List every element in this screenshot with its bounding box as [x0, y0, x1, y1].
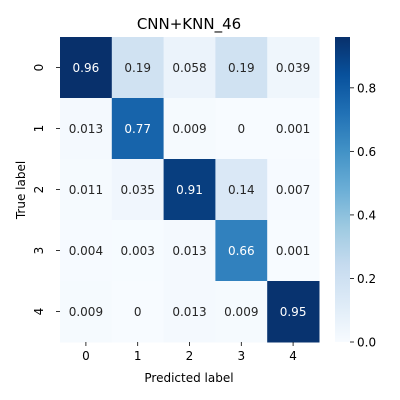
colorbar-tick-label: 0.2	[357, 272, 376, 286]
x-axis-label: Predicted label	[144, 371, 233, 385]
cell-value-label: 0	[134, 305, 142, 319]
heatmap-cell	[267, 37, 320, 99]
cell-value-label: 0.96	[73, 61, 100, 75]
cell-value-label: 0.013	[69, 122, 103, 136]
heatmap-cell	[111, 37, 165, 99]
x-tick-label: 2	[186, 349, 194, 363]
cell-value-label: 0.66	[228, 244, 255, 258]
cell-value-label: 0.009	[69, 305, 103, 319]
heatmap-cell	[111, 159, 165, 221]
colorbar-tick-label: 0.8	[357, 81, 376, 95]
heatmap-cell-labels: 0.96 0.19 0.058 0.19 0.039 0.013 0.77 0.009 0 0.0…	[69, 61, 311, 319]
heatmap-cell	[163, 37, 216, 99]
y-tick-label: 2	[32, 186, 46, 194]
heatmap-cell	[163, 98, 216, 160]
heatmap-cell	[215, 37, 268, 99]
cell-value-label: 0.91	[176, 183, 203, 197]
colorbar	[335, 37, 350, 342]
cell-value-label: 0.19	[124, 61, 151, 75]
cell-value-label: 0.035	[121, 183, 155, 197]
x-axis: 0 1 2 3 4	[82, 342, 297, 363]
heatmap-cell	[267, 159, 320, 221]
heatmap-cell	[215, 281, 268, 343]
x-tick-label: 1	[134, 349, 142, 363]
chart-title: CNN+KNN_46	[137, 15, 241, 34]
cell-value-label: 0.001	[276, 244, 310, 258]
cell-value-label: 0.058	[172, 61, 206, 75]
cell-value-label: 0.013	[172, 305, 206, 319]
heatmap-cell	[267, 220, 320, 282]
y-tick-label: 4	[32, 308, 46, 316]
heatmap-cell	[215, 220, 268, 282]
heatmap-cell	[60, 37, 113, 99]
cell-value-label: 0.19	[228, 61, 255, 75]
cell-value-label: 0.77	[124, 122, 151, 136]
x-tick-label: 4	[289, 349, 297, 363]
cell-value-label: 0.14	[228, 183, 255, 197]
heatmap-cells	[60, 37, 320, 343]
y-axis: 0 1 2 3 4	[32, 64, 60, 316]
heatmap-cell	[163, 220, 216, 282]
colorbar-tick-label: 0.6	[357, 145, 376, 159]
cell-value-label: 0.95	[280, 305, 307, 319]
colorbar-tick-label: 0.4	[357, 208, 376, 222]
cell-value-label: 0.009	[172, 122, 206, 136]
x-tick-label: 0	[82, 349, 90, 363]
cell-value-label: 0.013	[172, 244, 206, 258]
heatmap-cell	[267, 281, 320, 343]
x-tick-label: 3	[237, 349, 245, 363]
colorbar-tick-label: 0.0	[357, 336, 376, 350]
y-tick-label: 3	[32, 247, 46, 255]
heatmap-cell	[60, 159, 113, 221]
cell-value-label: 0.003	[121, 244, 155, 258]
y-tick-label: 0	[32, 64, 46, 72]
cell-value-label: 0.011	[69, 183, 103, 197]
y-axis-label: True label	[14, 161, 28, 220]
cell-value-label: 0.001	[276, 122, 310, 136]
heatmap-cell	[111, 281, 165, 343]
heatmap-cell	[163, 281, 216, 343]
heatmap-cell	[163, 159, 216, 221]
heatmap-cell	[111, 220, 165, 282]
heatmap-cell	[60, 281, 113, 343]
heatmap-cell	[111, 98, 165, 160]
cell-value-label: 0	[237, 122, 245, 136]
cell-value-label: 0.004	[69, 244, 103, 258]
colorbar-axis: 0.0 0.2 0.4 0.6 0.8	[350, 81, 376, 350]
y-tick-label: 1	[32, 125, 46, 133]
heatmap-cell	[267, 98, 320, 160]
heatmap-cell	[215, 159, 268, 221]
cell-value-label: 0.039	[276, 61, 310, 75]
cell-value-label: 0.007	[276, 183, 310, 197]
heatmap-cell	[60, 220, 113, 282]
heatmap-cell	[60, 98, 113, 160]
heatmap-cell	[215, 98, 268, 160]
cell-value-label: 0.009	[224, 305, 258, 319]
